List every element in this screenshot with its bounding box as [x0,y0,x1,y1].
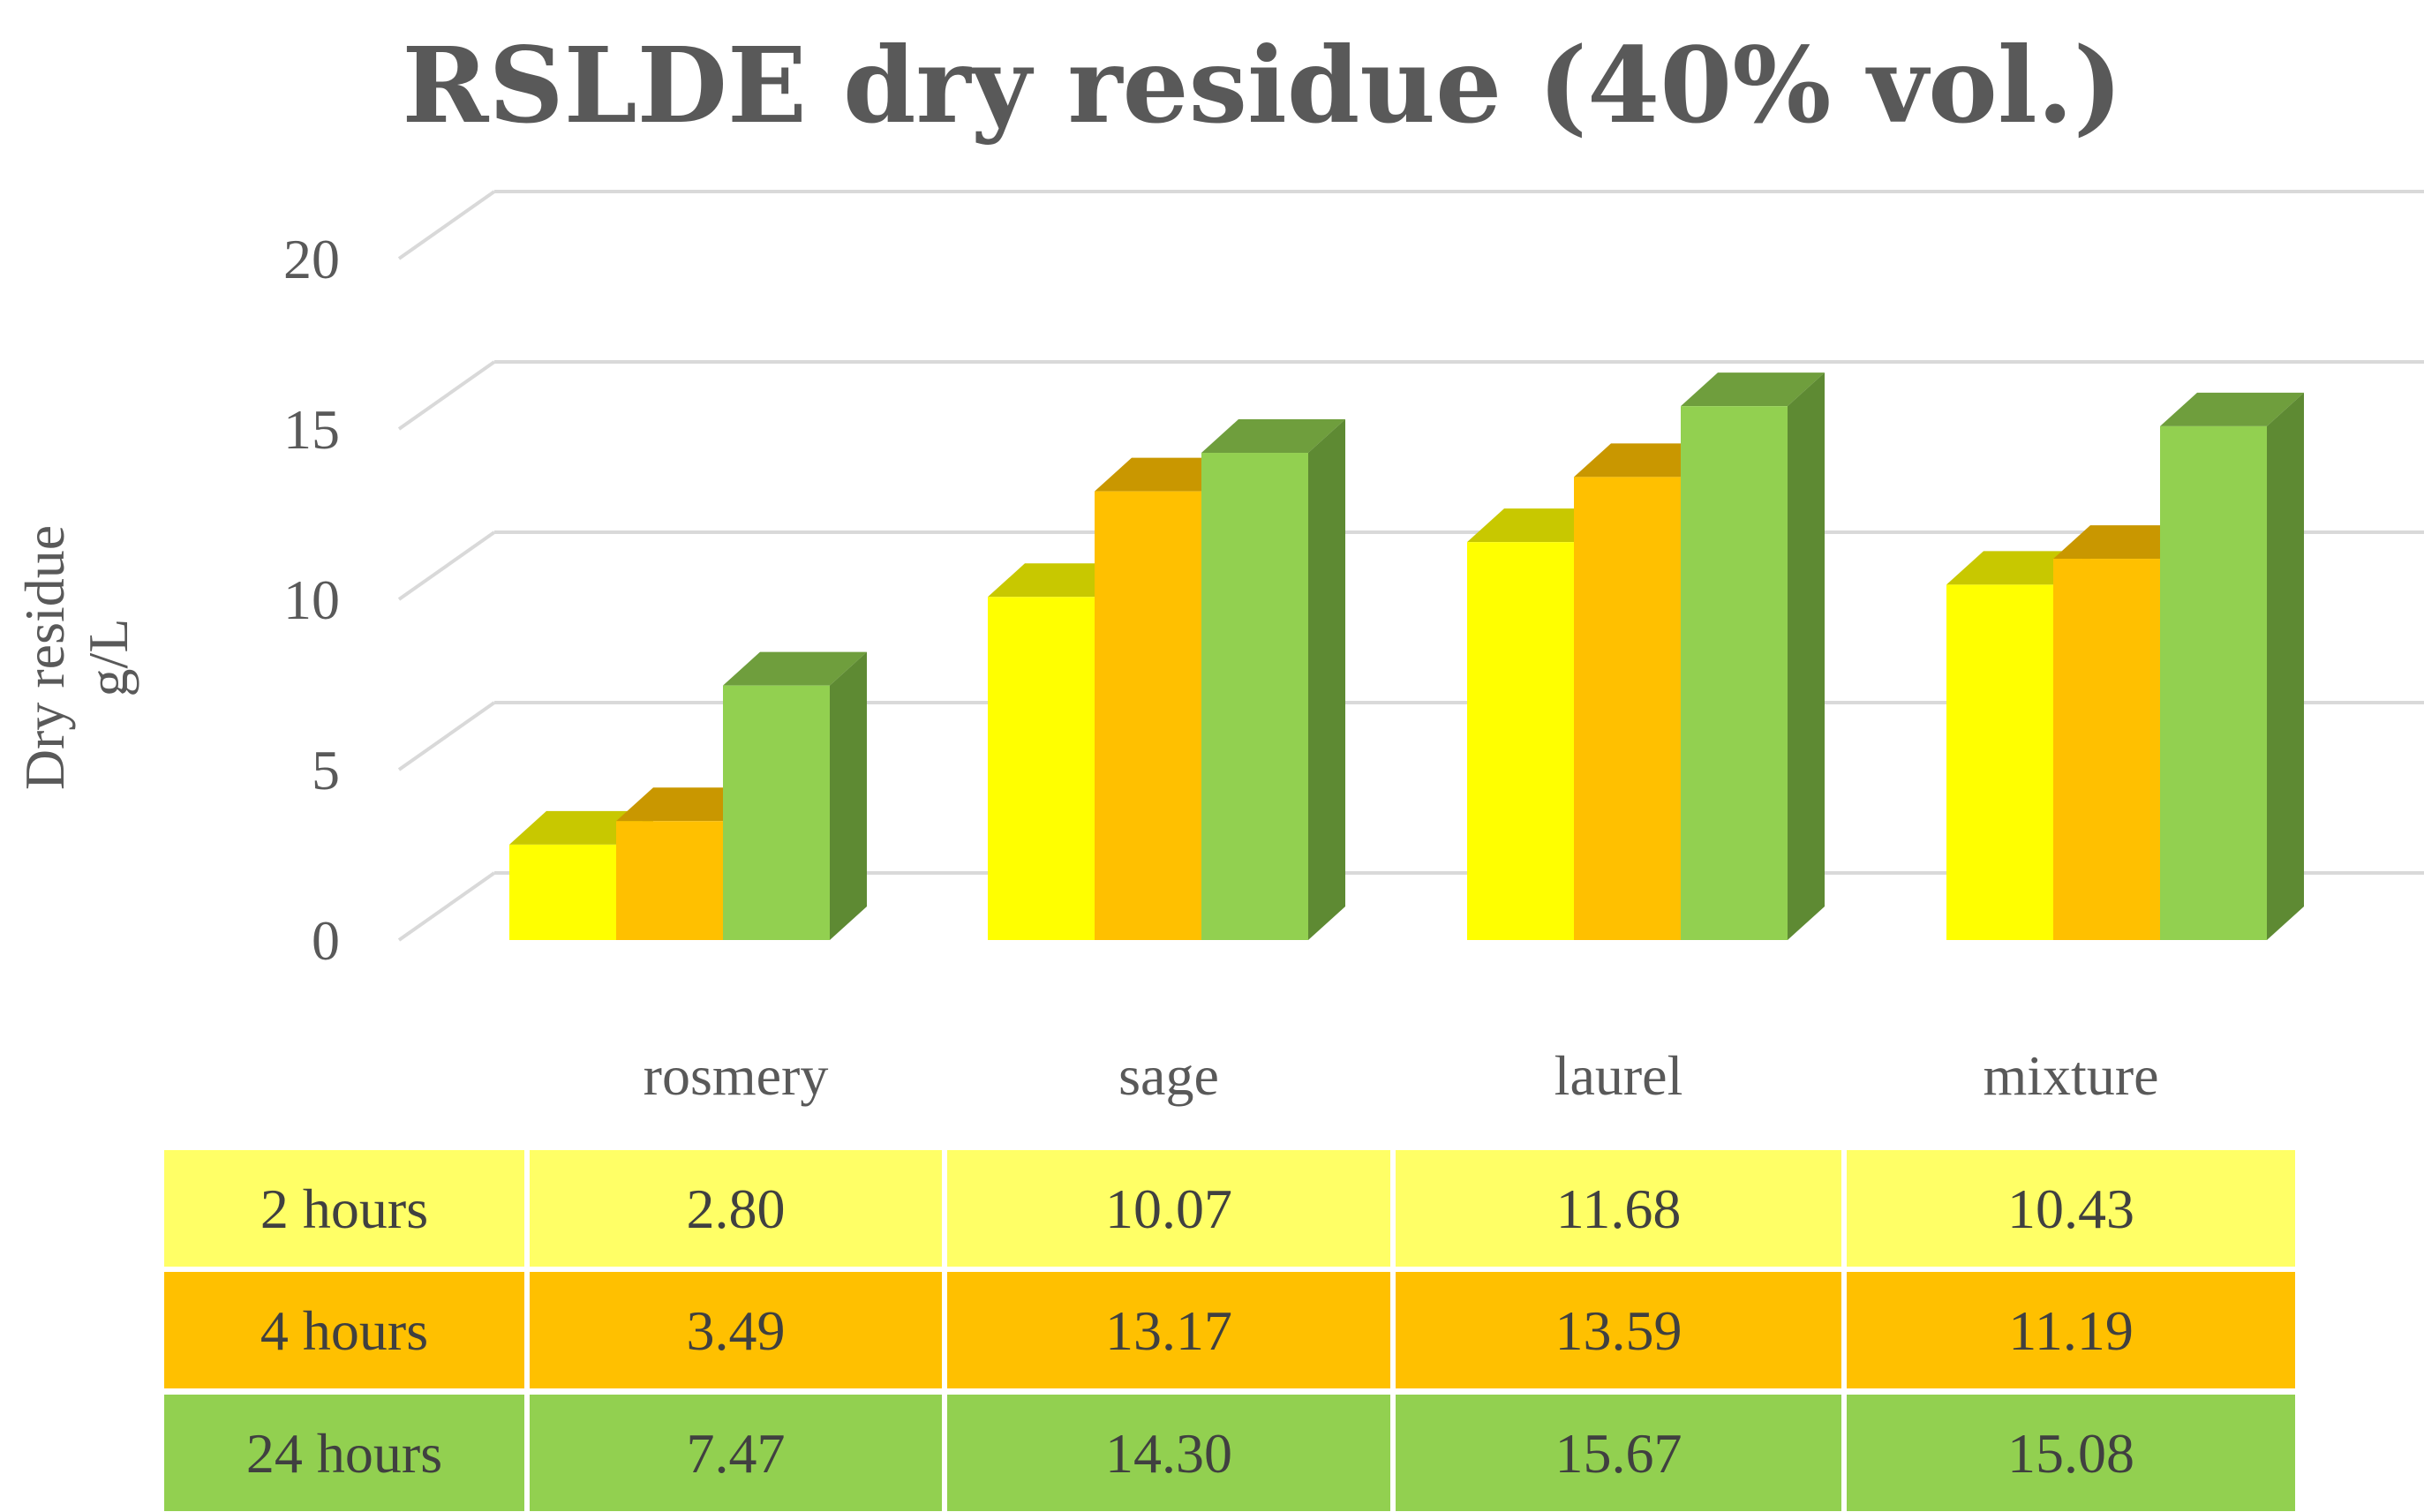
chart-title: RSLDE dry residue (40% vol.) [402,24,2122,147]
gridline-diagonal [397,701,496,771]
table-header-bg [162,1006,2298,1147]
data-label: 15.08 [2007,1422,2134,1485]
data-label: 2.80 [687,1177,786,1240]
table-cell-bg [1396,1395,1841,1511]
gridline [397,190,2424,260]
data-label: 14.30 [1105,1422,1232,1485]
y-tick-label: 0 [312,909,340,972]
legend-series-label: 4 hours [260,1299,428,1362]
bar-front [1946,584,2053,940]
bar-side [1308,419,1345,940]
data-label: 3.49 [687,1299,786,1362]
bar-front [1467,542,1574,940]
gridline-diagonal [397,530,496,601]
bar-top [2160,392,2304,426]
table-cell-bg [947,1272,1390,1388]
bar-front [988,597,1095,940]
bar-top [1201,419,1345,454]
table-row-4-hours: 4 hours 3.49 13.17 13.59 11.19 [164,1272,2295,1388]
bar-side [2267,392,2304,940]
table-cell-bg [164,1395,524,1511]
gridline [397,360,2424,431]
table-header-row: rosmery sage laurel mixture [162,1006,2298,1147]
bar-front [1574,477,1681,940]
bar-top [723,651,867,686]
bar-side [830,651,867,940]
bar-mixture-24-hours [2160,392,2304,940]
bar-front [1201,453,1308,940]
x-category-label: rosmery [644,1044,829,1107]
legend-series-label: 24 hours [246,1422,442,1485]
table-cell-bg [1396,1150,1841,1267]
bars [509,372,2304,940]
table-cell-bg [530,1150,942,1267]
table-cell-bg [947,1150,1390,1267]
bar-front [616,821,723,940]
y-axis-title-line: Dry residue [13,525,76,790]
table-cell-bg [1847,1150,2295,1267]
bar-rosmery-24-hours [723,651,867,940]
bar-front [2053,559,2160,940]
gridline-diagonal [397,871,496,942]
data-label: 11.19 [2008,1299,2134,1362]
table-cell-bg [1847,1395,2295,1511]
data-label: 11.68 [1556,1177,1682,1240]
data-label: 10.43 [2007,1177,2134,1240]
y-tick-label: 20 [283,228,340,290]
table-row-24-hours: 24 hours 7.47 14.30 15.67 15.08 [164,1395,2295,1511]
data-label: 15.67 [1555,1422,1682,1485]
gridline-diagonal [397,360,496,431]
y-tick-label: 15 [283,398,340,461]
y-axis-title: Dry residue g/L [13,525,139,790]
table-cell-bg [1396,1272,1841,1388]
bar-front [509,844,616,940]
x-category-label: laurel [1555,1044,1683,1107]
bar-front [2160,425,2267,940]
table-cell-bg [947,1395,1390,1511]
y-tick-label: 5 [312,739,340,801]
x-category-label: sage [1118,1044,1219,1107]
y-axis-title-group: Dry residue g/L [13,525,139,790]
data-label: 10.07 [1105,1177,1232,1240]
bar-front [723,685,830,940]
table-cell-bg [530,1272,942,1388]
legend-series-label: 2 hours [260,1177,428,1240]
table-cell-bg [164,1272,524,1388]
x-category-label: mixture [1983,1044,2158,1107]
bar-laurel-24-hours [1681,372,1825,940]
data-label: 7.47 [687,1422,786,1485]
bar-side [1788,372,1825,940]
table-cell-bg [1847,1272,2295,1388]
bar-front [1681,406,1788,940]
table-cell-bg [530,1395,942,1511]
y-tick-label: 10 [283,568,340,631]
bar-front [1095,491,1201,940]
data-label: 13.59 [1555,1299,1682,1362]
y-axis-title-line: g/L [77,619,139,697]
bar-top [1681,372,1825,407]
gridline-diagonal [397,190,496,260]
data-table: rosmery sage laurel mixture 2 hours 2.80 10.07… [162,1006,2298,1511]
data-label: 13.17 [1105,1299,1232,1362]
bar-sage-24-hours [1201,419,1345,940]
y-axis-ticks: 0 5 10 15 20 [283,228,340,972]
table-row-2-hours: 2 hours 2.80 10.07 11.68 10.43 [164,1150,2295,1267]
table-cell-bg [164,1150,524,1267]
